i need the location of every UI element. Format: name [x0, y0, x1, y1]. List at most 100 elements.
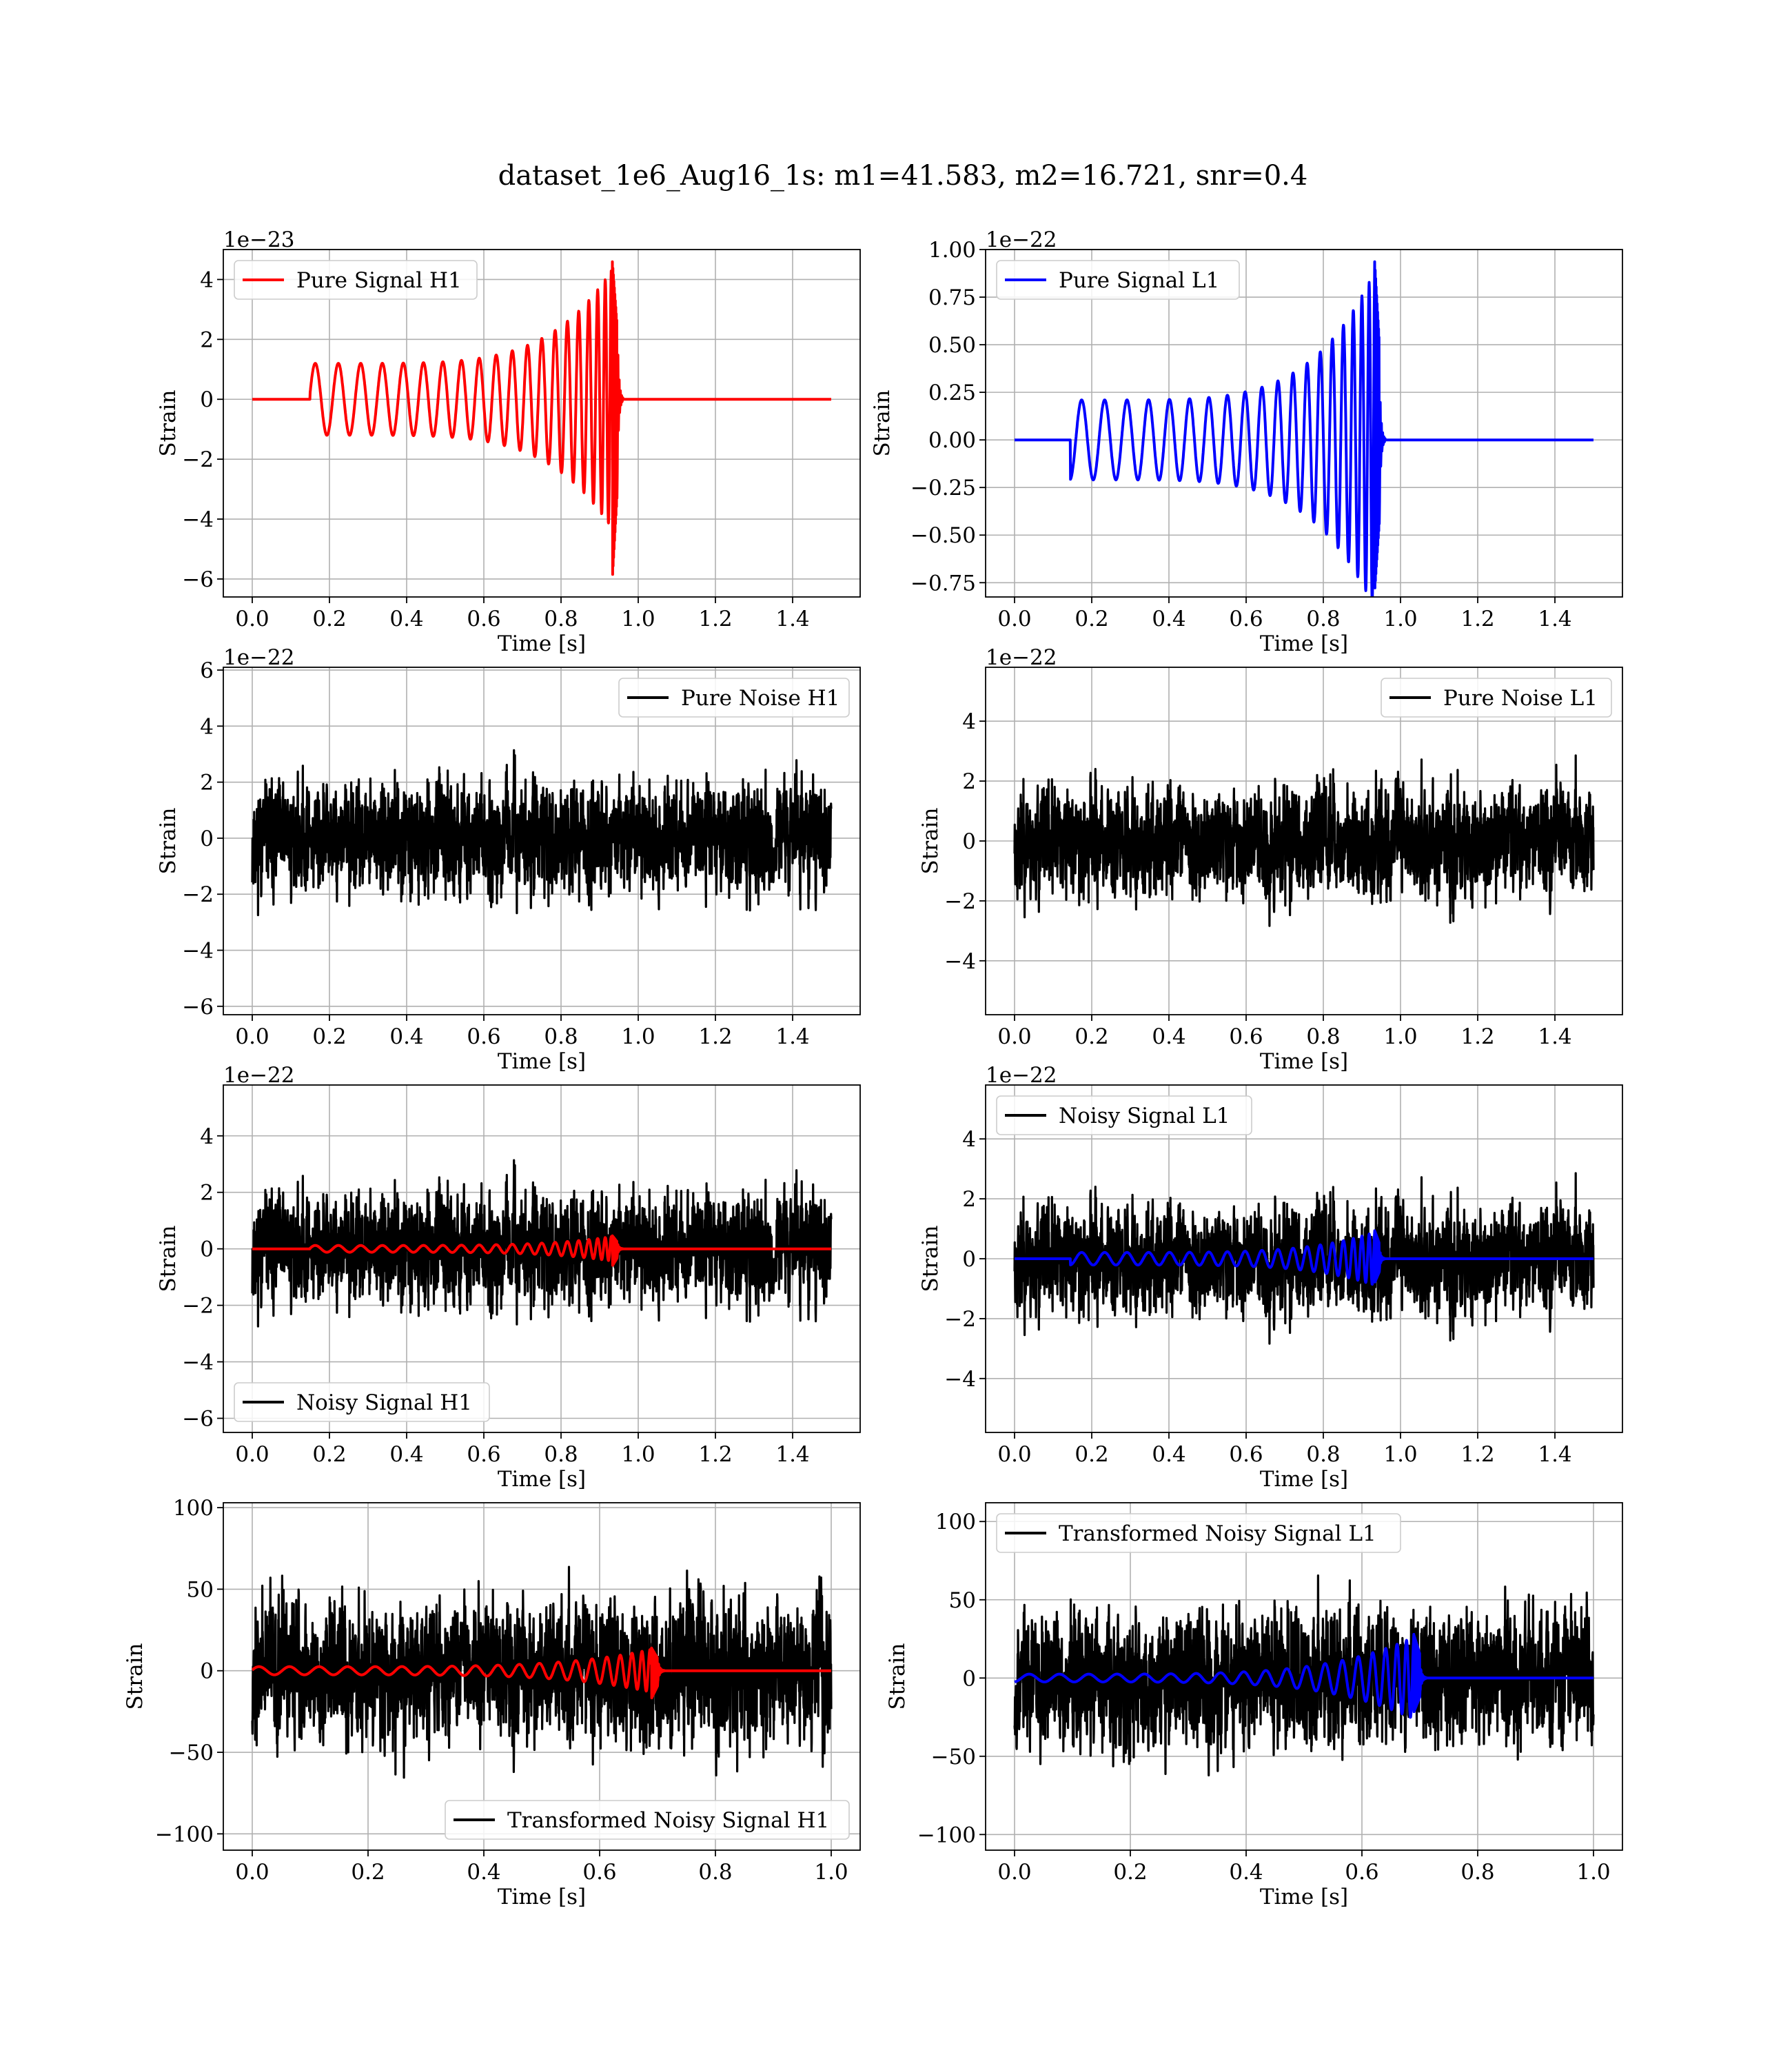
legend: Pure Noise H1	[618, 678, 850, 718]
x-tick-label: 0.4	[1229, 1860, 1263, 1885]
y-axis-label: Strain	[123, 1643, 147, 1710]
y-tick-label: 4	[200, 267, 214, 292]
legend: Noisy Signal H1	[234, 1382, 490, 1422]
y-tick-label: 0.25	[928, 381, 976, 405]
legend-box	[996, 1095, 1252, 1135]
x-tick-label: 0.0	[997, 1442, 1031, 1467]
subplot-noisy-signal-h1: 0.0 0.2 0.4 0.6 0.8 1.0 1.2 1.4 −6 −4 −2 0 2 4 Time [s…	[156, 1063, 861, 1492]
x-tick-label: 1.0	[621, 607, 655, 631]
series-line-chirp-overlay	[1013, 1632, 1595, 1719]
series-line-chirp-overlay	[1013, 1229, 1595, 1286]
y-tick-label: −6	[182, 567, 214, 592]
series-group	[251, 260, 833, 576]
subplot-pure-noise-h1: 0.0 0.2 0.4 0.6 0.8 1.0 1.2 1.4 −6 −4 −2 0 2 4 6 Time […	[156, 645, 861, 1074]
legend: Transformed Noisy Signal H1	[445, 1800, 850, 1840]
y-axis-label: Strain	[156, 1226, 181, 1292]
x-tick-label: 0.0	[235, 1024, 269, 1049]
y-tick-label: −0.75	[910, 571, 976, 596]
y-tick-label: −6	[182, 1407, 214, 1432]
legend-label: Transformed Noisy Signal L1	[1059, 1521, 1376, 1546]
series-group	[1013, 754, 1595, 927]
series-line-chirp-overlay	[251, 1234, 833, 1267]
legend-label: Transformed Noisy Signal H1	[507, 1808, 829, 1833]
x-tick-label: 0.6	[467, 1442, 500, 1467]
legend: Pure Signal L1	[996, 260, 1240, 300]
x-tick-label: 0.6	[582, 1860, 616, 1885]
x-tick-label: 0.4	[467, 1860, 500, 1885]
series-group	[1013, 1172, 1595, 1345]
subplot-pure-noise-l1: 0.0 0.2 0.4 0.6 0.8 1.0 1.2 1.4 −4 −2 0 2 4 Time [s] S…	[918, 645, 1623, 1074]
y-axis-label: Strain	[918, 808, 943, 875]
legend-label: Pure Signal L1	[1059, 268, 1219, 293]
series-group	[251, 1565, 833, 1779]
x-axis-label: Time [s]	[1260, 1885, 1348, 1909]
y-tick-label: 0	[200, 827, 214, 851]
y-tick-label: −4	[944, 1367, 976, 1392]
legend: Pure Signal H1	[234, 260, 478, 300]
x-tick-label: 0.2	[1075, 1024, 1108, 1049]
y-tick-label: −2	[944, 889, 976, 914]
x-tick-label: 0.4	[1152, 1024, 1185, 1049]
x-tick-label: 1.4	[1538, 1442, 1571, 1467]
legend-box	[1381, 678, 1612, 718]
x-tick-label: 1.4	[775, 607, 809, 631]
legend: Transformed Noisy Signal L1	[996, 1513, 1401, 1553]
y-tick-label: 0	[962, 1247, 976, 1272]
y-axis-label: Strain	[918, 1226, 943, 1292]
x-tick-label: 0.4	[389, 607, 423, 631]
x-tick-label: 0.0	[997, 1024, 1031, 1049]
legend-box	[996, 260, 1240, 300]
y-tick-label: 0	[200, 1237, 214, 1262]
x-tick-label: 0.6	[1229, 1442, 1263, 1467]
x-tick-label: 1.2	[698, 1024, 732, 1049]
x-tick-label: 0.8	[544, 607, 578, 631]
y-tick-label: 50	[187, 1577, 214, 1602]
x-axis-label: Time [s]	[498, 1049, 586, 1074]
axes-frame	[223, 1084, 861, 1433]
y-axis-label: Strain	[156, 808, 181, 875]
series-line-transformed-noisy-signal-h1	[251, 1565, 833, 1779]
series-group	[1013, 1574, 1595, 1776]
y-tick-label: −50	[169, 1741, 214, 1765]
y-tick-label: −4	[182, 507, 214, 532]
series-line-noisy-signal-l1	[1013, 1172, 1595, 1345]
x-tick-label: 1.2	[1460, 1024, 1494, 1049]
x-tick-label: 1.0	[1383, 607, 1417, 631]
x-tick-label: 0.0	[235, 1860, 269, 1885]
y-tick-label: −4	[182, 1350, 214, 1375]
x-tick-label: 0.2	[312, 1442, 346, 1467]
x-tick-label: 0.4	[1152, 607, 1185, 631]
y-tick-label: 0.75	[928, 285, 976, 310]
y-offset-label: 1e−22	[223, 1063, 295, 1088]
legend-label: Pure Noise H1	[681, 686, 839, 711]
x-tick-label: 1.0	[621, 1024, 655, 1049]
y-tick-label: 0	[200, 387, 214, 412]
x-tick-label: 0.8	[1306, 607, 1340, 631]
x-axis-label: Time [s]	[1260, 631, 1348, 656]
x-axis-label: Time [s]	[498, 631, 586, 656]
y-tick-label: 50	[949, 1588, 976, 1613]
y-tick-label: 4	[200, 1124, 214, 1149]
y-tick-label: −100	[155, 1822, 214, 1847]
x-tick-label: 0.8	[1460, 1860, 1494, 1885]
axes-frame	[223, 249, 861, 598]
x-tick-label: 1.0	[621, 1442, 655, 1467]
subplot-pure-signal-h1: 0.0 0.2 0.4 0.6 0.8 1.0 1.2 1.4 −6 −4 −2 0 2 4 Time [s…	[156, 227, 861, 656]
y-tick-label: 0	[200, 1659, 214, 1684]
x-tick-label: 0.2	[1075, 1442, 1108, 1467]
x-axis-label: Time [s]	[498, 1467, 586, 1492]
y-tick-label: 2	[200, 771, 214, 795]
y-axis-label: Strain	[885, 1643, 910, 1710]
x-tick-label: 0.6	[1229, 1024, 1263, 1049]
y-tick-label: −2	[182, 447, 214, 472]
subplot-transformed-noisy-signal-l1: 0.0 0.2 0.4 0.6 0.8 1.0 −100 −50 0 50 100 Time [s] S…	[885, 1502, 1623, 1909]
y-tick-label: 2	[962, 769, 976, 794]
x-tick-label: 1.2	[698, 1442, 732, 1467]
series-line-noisy-signal-h1	[251, 1159, 833, 1328]
x-tick-label: 0.8	[544, 1442, 578, 1467]
x-tick-label: 0.4	[1152, 1442, 1185, 1467]
x-tick-label: 0.2	[1075, 607, 1108, 631]
y-tick-label: 0.00	[928, 428, 976, 453]
y-tick-label: −2	[182, 1294, 214, 1319]
y-tick-label: 4	[962, 709, 976, 734]
